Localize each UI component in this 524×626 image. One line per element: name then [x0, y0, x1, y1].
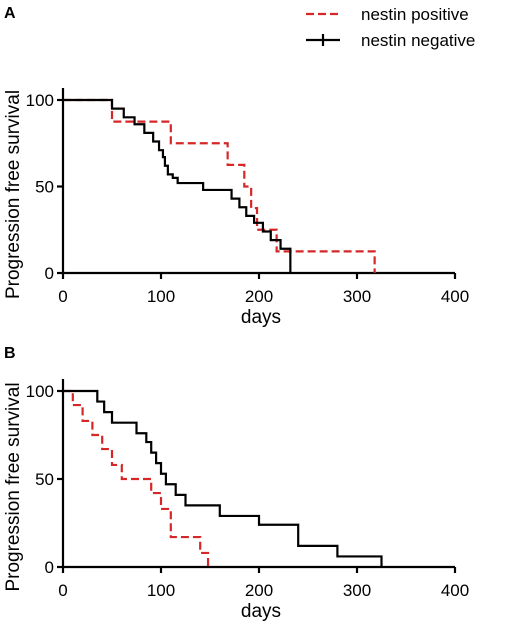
y-tick-label: 50: [35, 470, 54, 489]
y-tick-label: 50: [35, 178, 54, 197]
y-tick-label: 0: [45, 558, 54, 577]
panel-label: A: [4, 5, 16, 22]
x-tick-label: 0: [58, 581, 67, 600]
series-nestin-positive-line: [63, 389, 210, 567]
x-tick-label: 100: [147, 581, 175, 600]
series-nestin-positive-line: [63, 98, 376, 273]
y-tick-label: 100: [26, 91, 54, 110]
y-tick-label: 100: [26, 382, 54, 401]
legend-label: nestin negative: [361, 31, 475, 50]
x-tick-label: 0: [58, 287, 67, 306]
legend: nestin positive nestin negative: [306, 5, 475, 50]
legend-label: nestin positive: [361, 5, 469, 24]
x-tick-label: 200: [245, 581, 273, 600]
x-axis-title: days: [241, 601, 281, 622]
x-tick-label: 400: [441, 287, 469, 306]
y-axis-title: Progression free survival: [3, 382, 24, 591]
y-tick-label: 0: [45, 264, 54, 283]
panel-label: B: [4, 345, 16, 362]
series-nestin-negative-line: [63, 389, 383, 567]
chart-panel-a: A 0 50 100 0 100 200 300 400 days Progression free…: [3, 5, 469, 328]
chart-panel-b: B 0 50 100 0 100 200 300 400 days Progression free…: [3, 345, 469, 622]
y-axis-title: Progression free survival: [3, 90, 24, 299]
x-tick-label: 300: [343, 581, 371, 600]
x-tick-label: 100: [147, 287, 175, 306]
x-tick-label: 400: [441, 581, 469, 600]
series-nestin-negative-line: [63, 98, 292, 273]
x-tick-label: 200: [245, 287, 273, 306]
x-axis-title: days: [241, 307, 281, 328]
x-tick-label: 300: [343, 287, 371, 306]
